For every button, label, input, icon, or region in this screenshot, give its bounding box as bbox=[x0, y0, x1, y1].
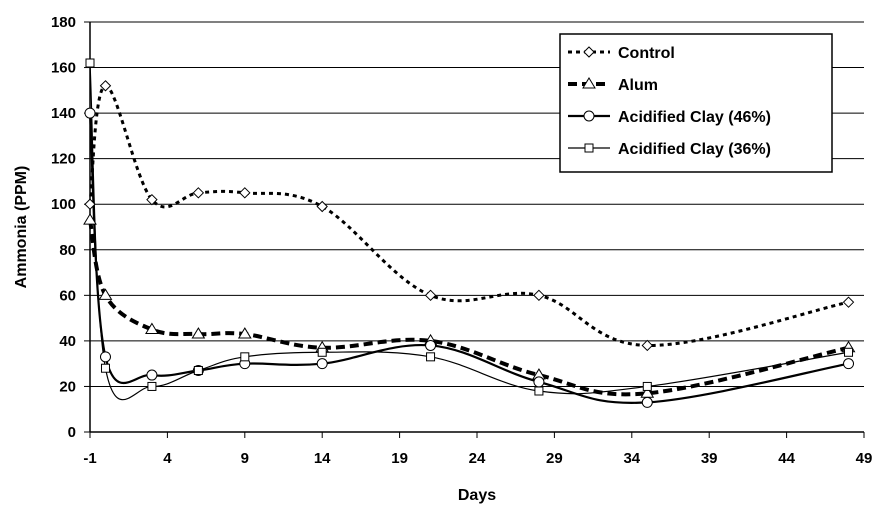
data-point-square bbox=[534, 386, 544, 396]
y-tick-label: 80 bbox=[59, 242, 76, 259]
data-point-triangle bbox=[191, 327, 206, 339]
legend-label: Control bbox=[618, 45, 675, 62]
legend-label: Acidified Clay (46%) bbox=[618, 109, 771, 126]
y-tick-label: 20 bbox=[59, 378, 76, 395]
legend-marker-triangle bbox=[582, 77, 596, 89]
y-tick-label: 0 bbox=[68, 424, 76, 441]
data-point-square bbox=[85, 58, 95, 68]
legend-marker-circle bbox=[583, 110, 595, 122]
data-point-diamond bbox=[84, 198, 96, 210]
data-point-square bbox=[317, 347, 327, 357]
data-point-triangle bbox=[83, 213, 97, 225]
x-tick-label: 49 bbox=[856, 450, 873, 467]
x-tick-label: 24 bbox=[469, 450, 486, 467]
data-point-diamond bbox=[146, 193, 158, 206]
data-point-triangle bbox=[98, 288, 113, 300]
x-tick-label: 19 bbox=[391, 450, 408, 467]
x-tick-label: 44 bbox=[778, 450, 795, 467]
data-point-circle bbox=[99, 351, 111, 363]
data-point-square bbox=[193, 366, 203, 375]
x-axis-title: Days bbox=[458, 487, 496, 504]
legend-label: Acidified Clay (36%) bbox=[618, 141, 771, 158]
legend-box bbox=[559, 33, 833, 173]
data-point-square bbox=[844, 347, 854, 357]
y-axis-title: Ammonia (PPM) bbox=[13, 166, 30, 289]
x-tick-label: 39 bbox=[701, 450, 718, 467]
legend-marker-square bbox=[584, 143, 594, 153]
series-line-0 bbox=[88, 84, 849, 347]
data-point-circle bbox=[843, 358, 855, 370]
data-point-circle bbox=[146, 369, 158, 381]
legend-marker-diamond bbox=[583, 46, 595, 58]
data-point-circle bbox=[533, 376, 545, 388]
x-tick-label: 34 bbox=[623, 450, 640, 467]
data-point-diamond bbox=[842, 296, 855, 308]
data-point-triangle bbox=[145, 322, 159, 334]
legend-label: Alum bbox=[618, 77, 658, 94]
data-point-circle bbox=[425, 339, 437, 351]
data-point-diamond bbox=[641, 339, 653, 352]
x-tick-label: 14 bbox=[314, 450, 331, 467]
data-point-square bbox=[147, 381, 157, 391]
y-tick-label: 120 bbox=[51, 151, 76, 168]
data-point-square bbox=[100, 363, 110, 373]
data-point-diamond bbox=[533, 289, 545, 302]
data-point-square bbox=[642, 381, 652, 391]
data-point-circle bbox=[641, 396, 653, 408]
data-point-triangle bbox=[237, 327, 252, 339]
y-tick-label: 140 bbox=[51, 105, 76, 122]
data-point-diamond bbox=[424, 289, 437, 302]
x-tick-label: 29 bbox=[546, 450, 563, 467]
data-point-diamond bbox=[99, 80, 112, 92]
data-point-diamond bbox=[316, 200, 328, 213]
x-tick-label: 4 bbox=[163, 450, 172, 467]
y-tick-label: 160 bbox=[51, 60, 76, 77]
y-tick-label: 60 bbox=[59, 287, 76, 304]
gridlines bbox=[90, 21, 864, 433]
data-point-diamond bbox=[192, 187, 205, 199]
data-point-circle bbox=[316, 358, 328, 370]
data-point-circle bbox=[84, 107, 96, 119]
data-point-square bbox=[426, 352, 436, 362]
data-point-square bbox=[240, 352, 250, 362]
data-point-diamond bbox=[239, 187, 251, 199]
y-tick-label: 40 bbox=[59, 333, 76, 350]
x-tick-label: -1 bbox=[83, 450, 96, 467]
legend: Control Alum Acidified Clay (46%) Acidified… bbox=[559, 33, 833, 173]
x-tick-label: 9 bbox=[241, 450, 249, 467]
y-tick-label: 180 bbox=[51, 14, 76, 31]
series-markers bbox=[83, 58, 856, 408]
y-tick-label: 100 bbox=[51, 196, 76, 213]
